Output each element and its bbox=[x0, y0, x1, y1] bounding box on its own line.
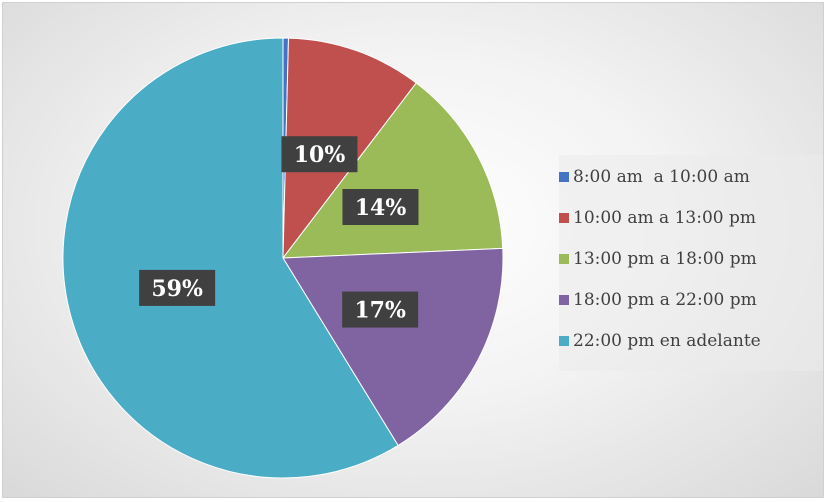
data-label-box bbox=[342, 189, 419, 226]
pie-slice bbox=[282, 247, 504, 447]
pie-slice bbox=[281, 82, 504, 259]
data-label: 10% bbox=[281, 136, 358, 173]
data-label-text: 59% bbox=[151, 276, 203, 302]
legend-label: 10:00 am a 13:00 pm bbox=[573, 208, 756, 228]
data-labels: 10% 14% 17% 59% bbox=[139, 136, 419, 328]
legend: 8:00 am a 10:00 am 10:00 am a 13:00 pm 1… bbox=[559, 155, 823, 371]
pie-slice bbox=[62, 37, 399, 479]
pie-slices bbox=[62, 37, 504, 479]
legend-swatch bbox=[559, 213, 569, 223]
data-label-text: 10% bbox=[294, 142, 346, 168]
data-label: 17% bbox=[342, 291, 419, 328]
legend-swatch bbox=[559, 295, 569, 305]
data-label: 14% bbox=[342, 189, 419, 226]
legend-label: 22:00 pm en adelante bbox=[573, 331, 761, 351]
data-label-text: 17% bbox=[354, 298, 406, 324]
data-label-text: 14% bbox=[355, 195, 407, 221]
data-label: 59% bbox=[139, 269, 216, 306]
data-label-box bbox=[139, 269, 216, 306]
legend-item: 18:00 pm a 22:00 pm bbox=[559, 287, 757, 313]
legend-swatch bbox=[559, 172, 569, 182]
legend-item: 22:00 pm en adelante bbox=[559, 328, 761, 354]
legend-swatch bbox=[559, 336, 569, 346]
legend-label: 8:00 am a 10:00 am bbox=[573, 167, 750, 187]
legend-item: 8:00 am a 10:00 am bbox=[559, 164, 750, 190]
data-label-box bbox=[281, 136, 358, 173]
legend-label: 13:00 pm a 18:00 pm bbox=[573, 249, 757, 269]
legend-swatch bbox=[559, 254, 569, 264]
legend-item: 10:00 am a 13:00 pm bbox=[559, 205, 756, 231]
legend-label: 18:00 pm a 22:00 pm bbox=[573, 290, 757, 310]
data-label-box bbox=[342, 291, 419, 328]
legend-item: 13:00 pm a 18:00 pm bbox=[559, 246, 757, 272]
pie-chart: 10% 14% 17% 59% bbox=[62, 37, 504, 479]
